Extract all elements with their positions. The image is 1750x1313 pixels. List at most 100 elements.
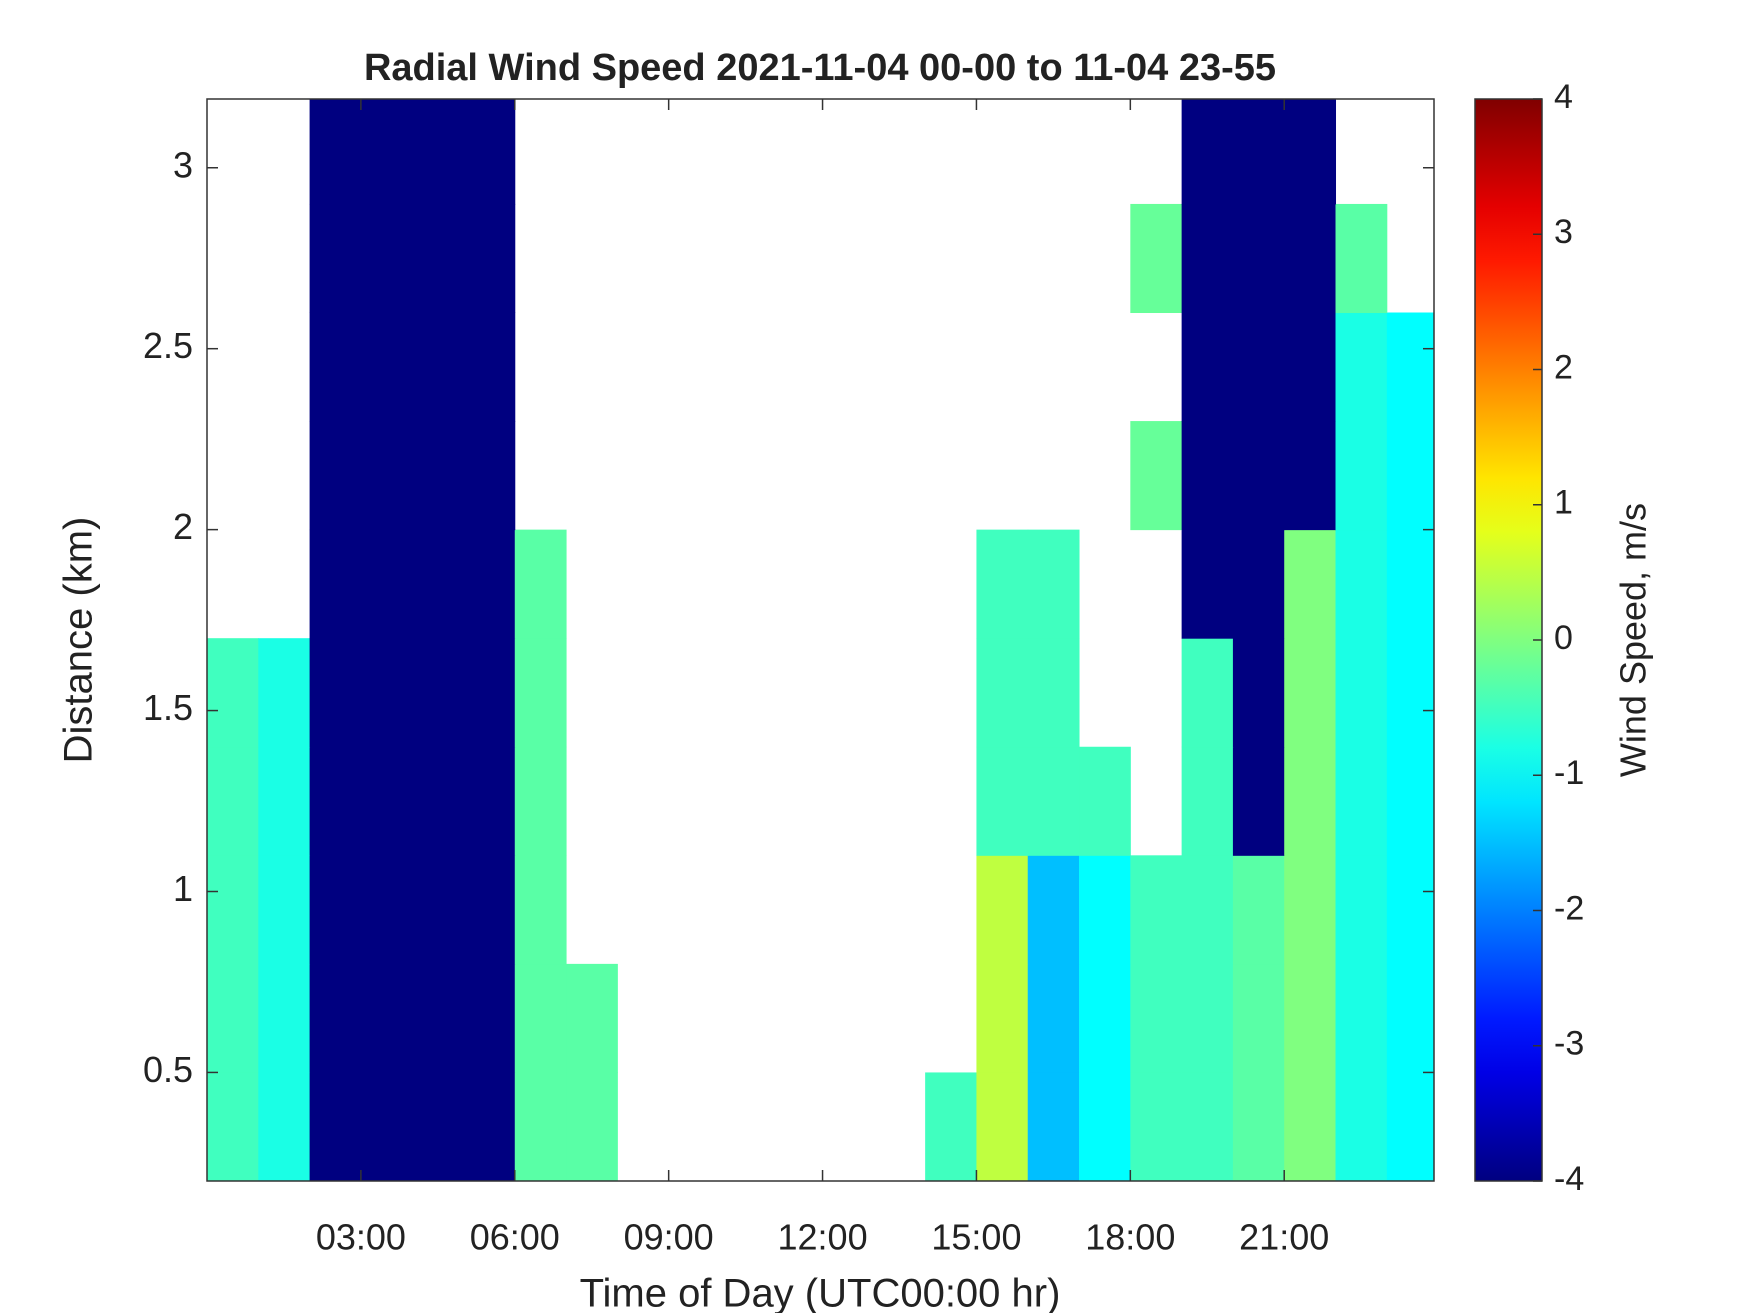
heatmap-cell <box>1181 746 1234 856</box>
heatmap-cell <box>1335 203 1388 314</box>
y-axis-label: Distance (km) <box>57 517 101 764</box>
heatmap-cell <box>1181 638 1234 748</box>
heatmap-cell <box>1284 421 1337 531</box>
x-tick-label: 09:00 <box>624 1217 714 1258</box>
heatmap-cell <box>412 99 464 205</box>
heatmap-cell <box>1284 99 1337 205</box>
heatmap-cell <box>1181 1072 1234 1181</box>
colorbar-tick-label: 0 <box>1554 619 1573 657</box>
colorbar-label: Wind Speed, m/s <box>1613 503 1654 777</box>
x-tick-label: 12:00 <box>778 1217 868 1258</box>
heatmap-cell <box>1181 421 1234 531</box>
heatmap-cell <box>925 1072 977 1181</box>
heatmap-cell <box>360 203 413 314</box>
heatmap-cell <box>1130 855 1183 965</box>
heatmap-cell <box>1335 855 1388 965</box>
heatmap-cell <box>1232 746 1285 856</box>
heatmap-cell <box>1027 1072 1080 1181</box>
heatmap-cell <box>360 855 413 965</box>
colorbar-tick-label: 4 <box>1554 78 1573 116</box>
heatmap-cell <box>1232 529 1285 639</box>
x-tick-label: 03:00 <box>316 1217 406 1258</box>
heatmap-cell <box>1232 855 1285 965</box>
heatmap-cell <box>1386 421 1434 531</box>
heatmap-cell <box>412 963 464 1073</box>
heatmap-cell <box>514 529 567 639</box>
x-axis-label: Time of Day (UTC00:00 hr) <box>580 1272 1061 1313</box>
x-tick-label: 06:00 <box>470 1217 560 1258</box>
y-tick-label: 0.5 <box>143 1049 193 1090</box>
heatmap-cell <box>514 963 567 1073</box>
y-tick-label: 2 <box>173 506 193 547</box>
heatmap-cell <box>207 855 259 965</box>
heatmap-cell <box>1386 963 1434 1073</box>
heatmap-cell <box>1232 203 1285 314</box>
heatmap-cell <box>1027 529 1080 639</box>
heatmap-cell <box>1335 1072 1388 1181</box>
heatmap-cell <box>976 638 1029 748</box>
x-tick-label: 21:00 <box>1239 1217 1329 1258</box>
heatmap-cell <box>463 203 516 314</box>
heatmap-cell <box>463 746 516 856</box>
y-tick-label: 3 <box>173 144 193 185</box>
heatmap-cell <box>309 312 362 422</box>
heatmap-cell <box>1079 855 1131 965</box>
heatmap-cell <box>1386 746 1434 856</box>
heatmap-cell <box>566 963 618 1073</box>
heatmap-cell <box>976 746 1029 856</box>
heatmap-cell <box>1027 746 1080 856</box>
heatmap-cell <box>412 312 464 422</box>
colorbar-tick-label: 2 <box>1554 348 1573 386</box>
heatmap-cell <box>1079 963 1131 1073</box>
heatmap-cell <box>1181 203 1234 314</box>
colorbar <box>1474 98 1543 1182</box>
heatmap-cell <box>976 963 1029 1073</box>
chart-title: Radial Wind Speed 2021-11-04 00-00 to 11… <box>364 47 1276 89</box>
heatmap-cell <box>1130 963 1183 1073</box>
heatmap-cell <box>258 746 311 856</box>
heatmap-cell <box>207 638 259 748</box>
heatmap-cell <box>514 1072 567 1181</box>
heatmap-cell <box>309 746 362 856</box>
heatmap-cells <box>207 99 1434 1181</box>
heatmap-cell <box>207 963 259 1073</box>
heatmap-cell <box>1130 1072 1183 1181</box>
colorbar-tick-label: -1 <box>1554 754 1584 792</box>
heatmap-cell <box>1232 99 1285 205</box>
heatmap-cell <box>1027 855 1080 965</box>
heatmap-cell <box>976 529 1029 639</box>
heatmap-cell <box>1181 99 1234 205</box>
heatmap-cell <box>258 638 311 748</box>
heatmap-cell <box>1386 312 1434 422</box>
heatmap-cell <box>360 1072 413 1181</box>
heatmap-cell <box>360 99 413 205</box>
heatmap-cell <box>207 746 259 856</box>
heatmap-cell <box>1284 203 1337 314</box>
heatmap-cell <box>1335 638 1388 748</box>
x-tick-label: 18:00 <box>1085 1217 1175 1258</box>
heatmap-cell <box>1181 529 1234 639</box>
heatmap-cell <box>360 529 413 639</box>
colorbar-tick-label: -2 <box>1554 889 1584 927</box>
heatmap-cell <box>1232 638 1285 748</box>
heatmap-cell <box>1181 855 1234 965</box>
heatmap-cell <box>1079 1072 1131 1181</box>
heatmap-cell <box>1335 312 1388 422</box>
heatmap-cell <box>309 855 362 965</box>
heatmap-cell <box>1232 312 1285 422</box>
heatmap-cell <box>412 529 464 639</box>
heatmap-cell <box>1232 963 1285 1073</box>
heatmap-cell <box>463 855 516 965</box>
heatmap-cell <box>463 312 516 422</box>
heatmap-cell <box>360 312 413 422</box>
heatmap-cell <box>1027 963 1080 1073</box>
heatmap-cell <box>1284 963 1337 1073</box>
heatmap-cell <box>360 421 413 531</box>
heatmap-cell <box>1079 746 1131 856</box>
heatmap-cell <box>412 1072 464 1181</box>
heatmap-cell <box>566 1072 618 1181</box>
heatmap-cell <box>463 1072 516 1181</box>
heatmap-cell <box>514 855 567 965</box>
heatmap-cell <box>258 855 311 965</box>
heatmap-cell <box>309 638 362 748</box>
